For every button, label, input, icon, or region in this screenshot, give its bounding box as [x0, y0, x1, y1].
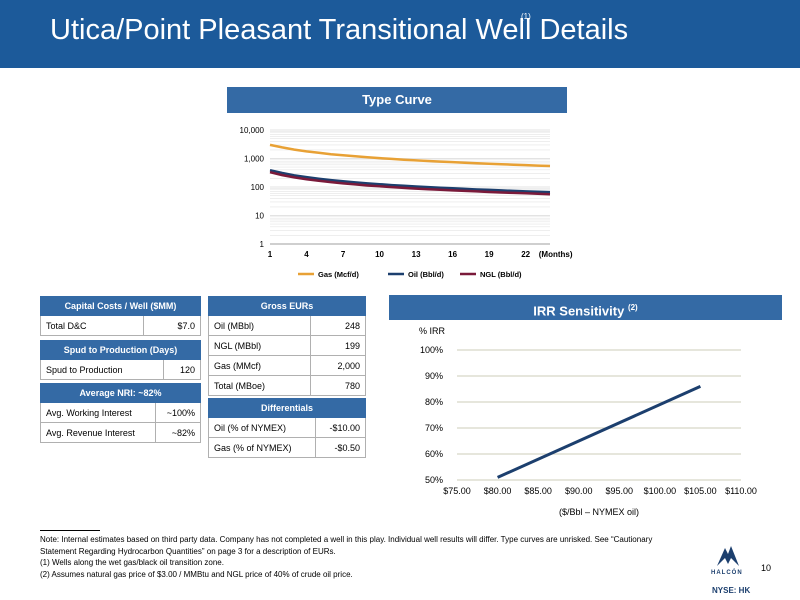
- row-value: 780: [309, 375, 367, 396]
- row-label: NGL (MBbl): [208, 335, 311, 356]
- row-value: 248: [309, 315, 367, 336]
- table-row: NGL (MBbl) 199: [208, 335, 367, 356]
- type-curve-title: Type Curve: [227, 87, 567, 113]
- series-line: [269, 170, 551, 196]
- type-curve-chart: 1 10 100 1,000 10,000 1 4 7 10 13 16 19 22 (Months) Ga…: [240, 126, 573, 279]
- y-tick-label: 80%: [425, 397, 443, 407]
- table-row: Gas (% of NYMEX) -$0.50: [208, 437, 367, 458]
- series-line: [269, 143, 551, 168]
- x-tick-label: $100.00: [644, 486, 677, 496]
- ticker-symbol: NYSE: HK: [712, 586, 751, 595]
- table-row: Spud to Production 120: [39, 359, 201, 380]
- row-value: 2,000: [309, 355, 367, 376]
- y-tick-label: 100%: [420, 345, 443, 355]
- x-tick-label: 4: [304, 250, 309, 259]
- footnote-rule: [40, 530, 100, 531]
- logo-wordmark: HALCÓN: [711, 570, 743, 576]
- capital-costs-table: Capital Costs / Well ($MM) Total D&C $7.…: [40, 296, 202, 336]
- x-axis-label: ($/Bbl – NYMEX oil): [559, 507, 639, 517]
- y-tick-label: 10,000: [240, 126, 265, 135]
- legend-label: NGL (Bbl/d): [480, 270, 522, 279]
- spud-table: Spud to Production (Days) Spud to Produc…: [39, 340, 201, 380]
- irr-sensitivity-title: IRR Sensitivity (2): [389, 295, 782, 320]
- y-tick-label: 10: [255, 212, 264, 221]
- row-value: ~100%: [154, 402, 202, 423]
- row-label: Total (MBoe): [208, 375, 311, 396]
- row-value: ~82%: [154, 422, 202, 443]
- capital-costs-header: Capital Costs / Well ($MM): [40, 296, 201, 316]
- row-value: -$0.50: [314, 437, 367, 458]
- footnotes: Note: Internal estimates based on third …: [40, 534, 680, 580]
- differentials-table: Differentials Oil (% of NYMEX) -$10.00 G…: [208, 398, 367, 458]
- table-row: Avg. Working Interest ~100%: [40, 402, 202, 423]
- y-axis-label: % IRR: [419, 326, 446, 336]
- x-tick-label: 10: [375, 250, 384, 259]
- footnote-2: (2) Assumes natural gas price of $3.00 /…: [40, 569, 353, 579]
- row-label: Avg. Revenue Interest: [40, 422, 156, 443]
- y-tick-label: 1: [260, 240, 265, 249]
- row-label: Oil (% of NYMEX): [208, 417, 316, 438]
- header-bar: Utica/Point Pleasant Transitional Well D…: [0, 0, 800, 68]
- title-footnote-marker: (1): [521, 12, 531, 21]
- differentials-header: Differentials: [208, 398, 366, 418]
- gross-eurs-table: Gross EURs Oil (MBbl) 248 NGL (MBbl) 199…: [208, 296, 367, 396]
- table-row: Avg. Revenue Interest ~82%: [40, 422, 202, 443]
- y-tick-label: 60%: [425, 449, 443, 459]
- x-tick-label: $90.00: [565, 486, 593, 496]
- row-value: 120: [163, 359, 201, 380]
- row-value: 199: [309, 335, 367, 356]
- x-tick-label: 16: [448, 250, 457, 259]
- row-label: Oil (MBbl): [208, 315, 311, 336]
- page-number: 10: [761, 563, 772, 573]
- x-tick-label: 1: [268, 250, 273, 259]
- irr-title-text: IRR Sensitivity: [533, 303, 625, 319]
- nri-table: Average NRI: ~82% Avg. Working Interest …: [40, 383, 202, 443]
- x-unit-label: (Months): [539, 250, 573, 259]
- y-tick-label: 50%: [425, 475, 443, 485]
- table-row: Oil (MBbl) 248: [208, 315, 367, 336]
- footnote-note: Note: Internal estimates based on third …: [40, 535, 653, 556]
- y-tick-label: 1,000: [244, 155, 265, 164]
- legend-label: Oil (Bbl/d): [408, 270, 444, 279]
- y-tick-label: 90%: [425, 371, 443, 381]
- footnote-1: (1) Wells along the wet gas/black oil tr…: [40, 558, 224, 567]
- table-row: Oil (% of NYMEX) -$10.00: [208, 417, 367, 438]
- row-label: Spud to Production: [39, 359, 165, 380]
- irr-sensitivity-chart: 50% 60% 70% 80% 90% 100% $75.00 $80.00 $85.00 $90…: [419, 326, 757, 517]
- x-tick-label: $110.00: [725, 486, 757, 496]
- row-label: Avg. Working Interest: [40, 402, 156, 423]
- x-tick-label: 22: [521, 250, 530, 259]
- y-tick-label: 70%: [425, 423, 443, 433]
- row-label: Gas (MMcf): [208, 355, 311, 376]
- x-tick-label: 13: [412, 250, 421, 259]
- row-label: Total D&C: [40, 315, 144, 336]
- row-value: -$10.00: [314, 417, 367, 438]
- spud-header: Spud to Production (Days): [40, 340, 201, 360]
- x-tick-label: $80.00: [484, 486, 512, 496]
- table-row: Total D&C $7.0: [40, 315, 202, 336]
- table-row: Gas (MMcf) 2,000: [208, 355, 367, 376]
- x-tick-label: 7: [341, 250, 346, 259]
- legend-label: Gas (Mcf/d): [318, 270, 359, 279]
- series-line: [269, 168, 551, 194]
- x-tick-label: $75.00: [443, 486, 471, 496]
- x-tick-label: 19: [485, 250, 494, 259]
- x-tick-label: $95.00: [606, 486, 634, 496]
- y-tick-label: 100: [251, 183, 265, 192]
- row-label: Gas (% of NYMEX): [208, 437, 316, 458]
- table-row: Total (MBoe) 780: [208, 375, 367, 396]
- page-title: Utica/Point Pleasant Transitional Well D…: [50, 14, 629, 46]
- row-value: $7.0: [142, 315, 202, 336]
- halcon-logo: [717, 546, 739, 566]
- gross-eurs-header: Gross EURs: [208, 296, 366, 316]
- x-tick-label: $85.00: [524, 486, 552, 496]
- x-tick-label: $105.00: [684, 486, 717, 496]
- irr-title-footnote-marker: (2): [627, 303, 638, 312]
- irr-series-line: [496, 385, 702, 479]
- nri-header: Average NRI: ~82%: [40, 383, 201, 403]
